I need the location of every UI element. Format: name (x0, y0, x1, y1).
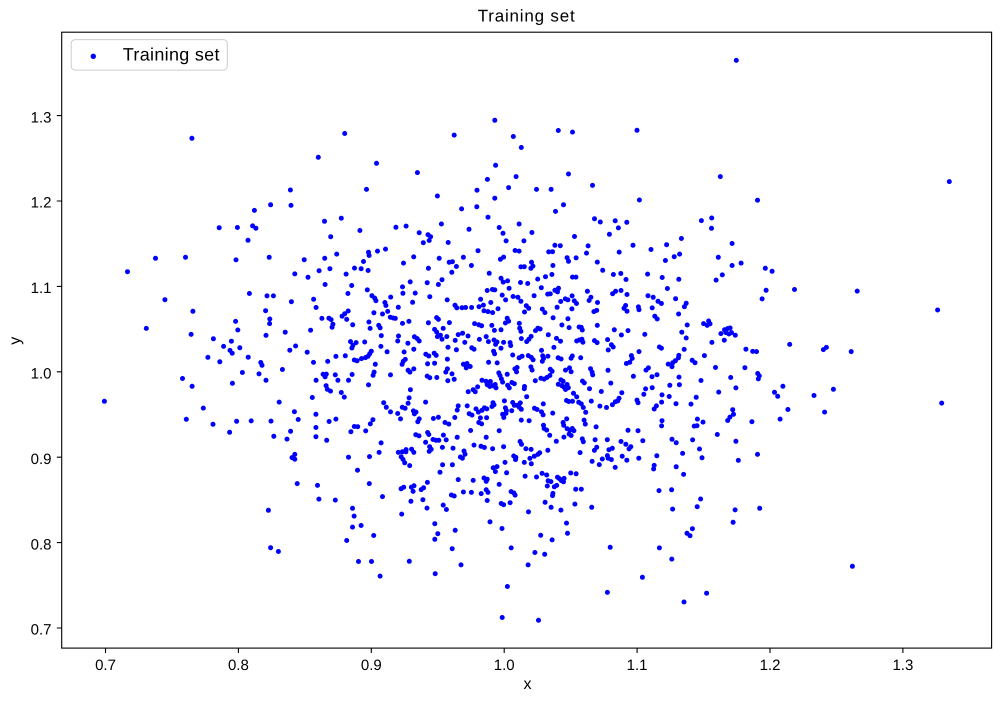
svg-text:1.1: 1.1 (627, 657, 648, 674)
svg-text:1.0: 1.0 (31, 366, 52, 383)
svg-text:1.3: 1.3 (31, 109, 52, 126)
svg-text:0.7: 0.7 (95, 657, 116, 674)
svg-text:0.9: 0.9 (361, 657, 382, 674)
svg-text:1.0: 1.0 (494, 657, 515, 674)
svg-text:Training set: Training set (478, 7, 576, 26)
svg-text:x: x (524, 676, 532, 693)
svg-text:Training set: Training set (123, 44, 220, 64)
svg-text:1.2: 1.2 (760, 657, 781, 674)
svg-text:0.8: 0.8 (31, 536, 52, 553)
svg-text:1.3: 1.3 (892, 657, 913, 674)
svg-text:0.7: 0.7 (31, 622, 52, 639)
svg-text:1.2: 1.2 (31, 195, 52, 212)
svg-text:1.1: 1.1 (31, 280, 52, 297)
svg-text:0.9: 0.9 (31, 451, 52, 468)
svg-text:0.8: 0.8 (228, 657, 249, 674)
svg-text:y: y (7, 337, 24, 345)
